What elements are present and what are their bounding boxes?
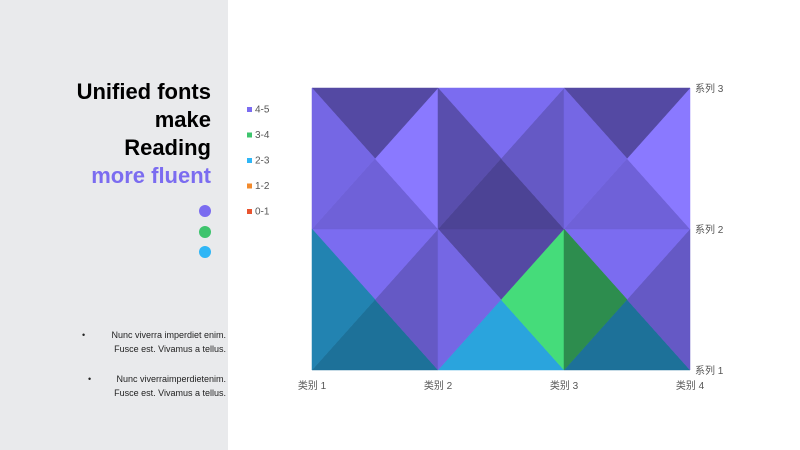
legend-swatch xyxy=(247,209,252,214)
title-line-2: make xyxy=(154,107,211,132)
legend-label: 2-3 xyxy=(255,156,270,167)
x-axis: 类别 1 类别 2 类别 3 类别 4 xyxy=(298,379,705,392)
bullet-line: Fusce est. Vivamus a tellus. xyxy=(114,344,226,354)
decor-dot-purple xyxy=(199,205,211,217)
title-accent-line: more fluent xyxy=(91,163,211,188)
title-line-1: Unified fonts xyxy=(76,79,211,104)
bullet-item: • Nunc viverraimperdietenim. Fusce est. … xyxy=(70,372,226,400)
x-tick-label: 类别 1 xyxy=(298,379,327,392)
legend-swatch xyxy=(247,107,252,112)
bullet-list: • Nunc viverra imperdiet enim. Fusce est… xyxy=(70,328,226,416)
bullet-dot: • xyxy=(88,374,92,384)
decor-dot-blue xyxy=(199,246,211,258)
series-axis: 系列 1 系列 2 系列 3 xyxy=(695,82,724,377)
legend-swatch xyxy=(247,183,252,189)
surface-facet xyxy=(311,87,376,230)
surface-facet xyxy=(437,87,502,230)
x-tick-label: 类别 3 xyxy=(550,379,579,392)
x-tick-label: 类别 4 xyxy=(676,379,705,392)
series-tick-label: 系列 3 xyxy=(695,82,724,95)
legend-label: 4-5 xyxy=(255,105,270,116)
sidebar-panel: Unified fonts make Reading more fluent •… xyxy=(0,0,228,450)
chart-legend: 4-5 3-4 2-3 1-2 0-1 xyxy=(247,105,270,218)
surface-facet xyxy=(311,228,376,371)
bullet-line: Fusce est. Vivamus a tellus. xyxy=(114,388,226,398)
legend-label: 1-2 xyxy=(255,181,270,192)
legend-swatch xyxy=(247,158,252,163)
chart-plot-area xyxy=(311,87,691,371)
surface-chart: 4-53-42-31-20-1 类别 1 类别 2 类别 3 类别 4 系列 1系列 … xyxy=(247,82,724,392)
surface-facet xyxy=(437,228,502,371)
x-tick-label: 类别 2 xyxy=(424,379,453,392)
decor-dot-green xyxy=(199,226,211,238)
legend-label: 3-4 xyxy=(255,130,270,141)
legend-label: 0-1 xyxy=(255,207,270,218)
title-line-3: Reading xyxy=(124,135,211,160)
series-tick-label: 系列 1 xyxy=(695,364,724,377)
slide-title: Unified fonts make Reading more fluent xyxy=(11,78,211,190)
bullet-line: Nunc viverraimperdietenim. xyxy=(116,374,226,384)
legend-swatch xyxy=(247,132,252,138)
bullet-line: Nunc viverra imperdiet enim. xyxy=(111,330,226,340)
surface-facet xyxy=(563,87,628,230)
bullet-item: • Nunc viverra imperdiet enim. Fusce est… xyxy=(70,328,226,356)
series-tick-label: 系列 2 xyxy=(695,223,724,236)
bullet-dot: • xyxy=(82,330,86,340)
surface-facet xyxy=(563,228,628,371)
